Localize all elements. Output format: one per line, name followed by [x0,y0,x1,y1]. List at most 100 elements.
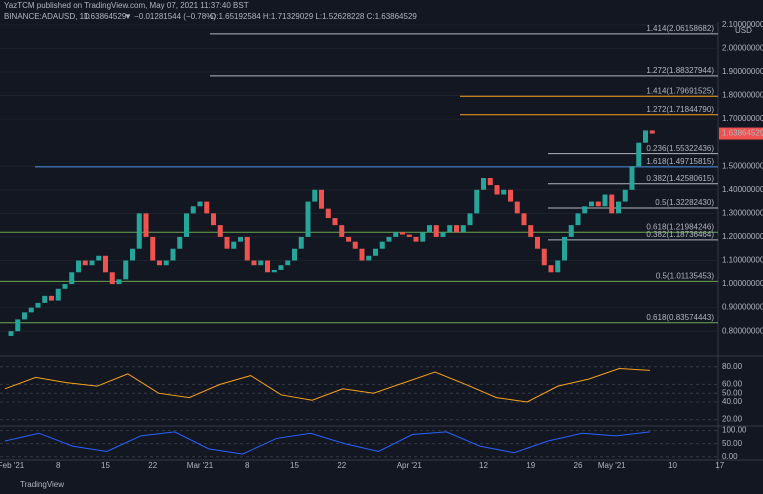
candle [130,248,135,261]
x-tick-label: Mar '21 [187,461,214,470]
x-tick-label: 17 [715,461,724,470]
candle [346,236,351,242]
x-tick-label: 26 [574,461,583,470]
candle [487,178,493,186]
fib-label: 0.382(1.18736464) [646,230,714,239]
candle [568,225,574,237]
candle [447,225,453,233]
y-tick-label: 1.10000000 [722,256,763,265]
candle [103,255,108,273]
candle [150,236,156,261]
candle [211,213,216,226]
stoch-line [4,431,651,455]
price-tag-label: 1.63864529 [722,129,763,138]
candle [481,178,486,190]
candle [123,260,129,280]
candle [616,201,621,214]
candle [82,260,88,266]
candle [460,225,466,233]
x-tick-label: 15 [101,461,110,470]
change: ▼ −0.01281544 (−0.78%) [124,12,216,21]
candle [116,279,122,285]
candle [231,241,237,249]
fib-label: 1.272(1.88327944) [646,66,714,75]
candle [190,206,196,214]
candle [494,185,500,195]
pane-tick-label: 60.00 [722,380,743,389]
candle [136,213,142,249]
candle [28,307,34,313]
candle [420,232,426,242]
fib-label: 0.382(1.42580615) [646,174,714,183]
candle [514,201,520,214]
candle [454,225,459,233]
x-tick-label: 19 [526,461,535,470]
candle [508,189,513,202]
fib-label: 0.618(1.21984246) [646,222,714,231]
candle [339,225,345,237]
fib-label: 1.618(1.49715815) [646,157,714,166]
candle [582,206,588,214]
candle [109,272,115,285]
candle [501,189,507,195]
y-tick-label: 1.50000000 [722,161,763,170]
fib-label: 1.272(1.71844790) [646,105,714,114]
candle [55,288,61,301]
candle [406,234,412,237]
fib-label: 0.5(1.01135453) [656,271,714,280]
candle [629,166,635,190]
candle [177,236,183,249]
ohlc: O:1.65192584 H:1.71329029 L:1.52628228 C… [210,12,417,21]
candle [352,241,358,249]
candle [292,248,297,261]
candle [575,213,581,226]
y-tick-label: 1.20000000 [722,232,763,241]
fib-label: 1.414(1.79691525) [646,86,714,95]
candle [332,218,338,226]
candle [622,189,628,202]
candle [298,236,304,249]
candle [224,236,230,249]
publisher: YazTCM published on TradingView.com, May… [4,1,249,10]
fib-label: 0.618(0.83574443) [646,313,714,322]
fib-label: 1.414(2.06158682) [646,24,714,33]
x-tick-label: 15 [290,461,299,470]
candle [400,232,405,235]
y-tick-label: 1.90000000 [722,67,763,76]
candle [265,260,270,273]
candle [217,225,223,237]
x-tick-label: 22 [337,461,346,470]
candle [379,241,385,249]
candle [285,260,291,266]
pane-tick-label: 40.00 [722,397,743,406]
x-tick-label: 22 [148,461,157,470]
candle [258,260,264,266]
price-tag [719,127,763,140]
candle [157,260,162,266]
candle [69,272,75,285]
fib-label: 0.5(1.32282430) [655,198,714,207]
pane-tick-label: 0.00 [722,452,738,461]
candle [42,295,48,303]
candle [15,319,21,332]
y-tick-label: 1.30000000 [722,208,763,217]
pane-tick-label: 100.00 [722,426,747,435]
candle [433,225,439,237]
candle [427,225,432,233]
candle [143,213,149,237]
currency: USD [735,26,752,35]
candle [643,130,648,143]
price: 1.63864529 [84,12,127,21]
candle [271,269,277,273]
candle [386,236,392,242]
x-tick-label: Apr '21 [397,461,423,470]
candle [163,260,169,266]
pane-tick-label: 50.00 [722,439,743,448]
x-tick-label: Feb '21 [0,461,25,470]
x-tick-label: 8 [245,461,250,470]
candle [170,248,176,261]
candle [251,260,257,266]
candle [35,302,41,308]
candle [278,265,284,270]
candle [49,295,54,301]
